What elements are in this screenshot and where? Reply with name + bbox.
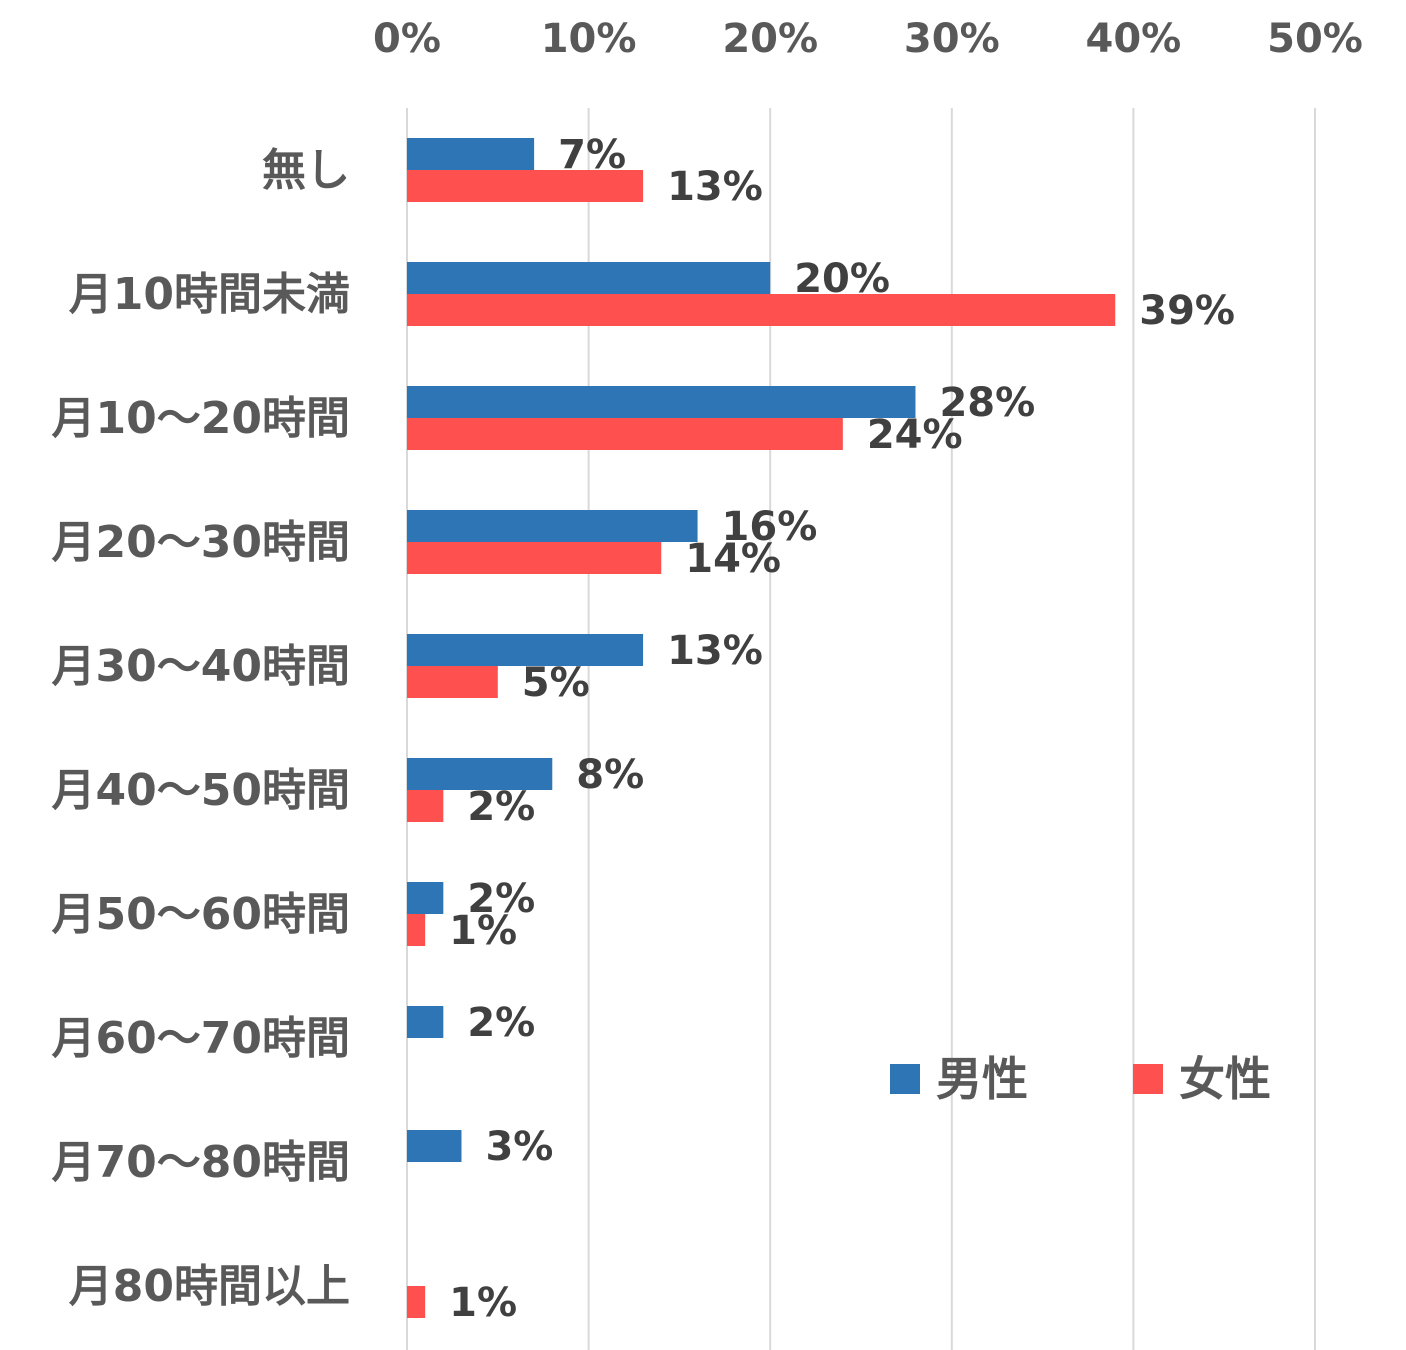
category-label: 月80時間以上	[69, 1261, 350, 1312]
category-label: 月70～80時間	[52, 1137, 350, 1188]
data-label-male: 8%	[576, 752, 644, 798]
data-label-male: 7%	[558, 132, 626, 178]
category-label: 月40～50時間	[52, 765, 350, 816]
x-tick-label: 0%	[373, 16, 441, 62]
bar-male	[407, 1006, 444, 1038]
bar-male	[407, 882, 444, 914]
data-label-female: 1%	[449, 908, 517, 954]
data-label-male: 2%	[467, 1000, 535, 1046]
data-label-female: 24%	[867, 412, 963, 458]
bar-female	[407, 666, 498, 698]
legend-swatch-male	[890, 1064, 920, 1094]
bar-male	[407, 1130, 462, 1162]
category-labels: 無し月10時間未満月10～20時間月20～30時間月30～40時間月40～50時…	[52, 145, 350, 1312]
data-labels: 7%13%20%39%28%24%16%14%13%5%8%2%2%1%2%3%…	[449, 132, 1235, 1326]
data-label-female: 13%	[667, 164, 763, 210]
data-label-male: 20%	[794, 256, 890, 302]
bar-female	[407, 542, 662, 574]
bar-male	[407, 758, 553, 790]
x-tick-label: 10%	[541, 16, 637, 62]
data-label-female: 5%	[522, 660, 590, 706]
bar-female	[407, 170, 644, 202]
bar-male	[407, 138, 535, 170]
category-label: 月60～70時間	[52, 1013, 350, 1064]
legend-swatch-female	[1133, 1064, 1163, 1094]
data-label-female: 14%	[685, 536, 781, 582]
bar-female	[407, 1286, 426, 1318]
category-label: 月20～30時間	[52, 517, 350, 568]
data-label-male: 16%	[722, 504, 818, 550]
data-label-male: 2%	[467, 876, 535, 922]
bar-female	[407, 294, 1116, 326]
bar-male	[407, 510, 698, 542]
category-label: 月10～20時間	[52, 393, 350, 444]
x-tick-label: 50%	[1267, 16, 1363, 62]
category-label: 月30～40時間	[52, 641, 350, 692]
data-label-female: 1%	[449, 1280, 517, 1326]
data-label-female: 2%	[467, 784, 535, 830]
data-label-female: 39%	[1139, 288, 1235, 334]
bar-male	[407, 386, 916, 418]
legend: 男性 女性	[890, 1052, 1271, 1106]
category-label: 無し	[262, 145, 350, 196]
x-tick-label: 30%	[904, 16, 1000, 62]
data-label-male: 3%	[485, 1124, 553, 1170]
bar-female	[407, 790, 444, 822]
data-label-male: 13%	[667, 628, 763, 674]
category-label: 月10時間未満	[69, 269, 350, 320]
bar-male	[407, 634, 644, 666]
legend-label-male: 男性	[936, 1052, 1028, 1106]
x-tick-label: 20%	[722, 16, 818, 62]
legend-label-female: 女性	[1179, 1052, 1271, 1106]
bar-female	[407, 914, 426, 946]
x-axis-ticks: 0% 10% 20% 30% 40% 50%	[373, 16, 1363, 62]
data-label-male: 28%	[939, 380, 1035, 426]
bar-female	[407, 418, 843, 450]
x-tick-label: 40%	[1086, 16, 1182, 62]
bars	[407, 138, 1116, 1318]
category-label: 月50～60時間	[52, 889, 350, 940]
bar-male	[407, 262, 771, 294]
